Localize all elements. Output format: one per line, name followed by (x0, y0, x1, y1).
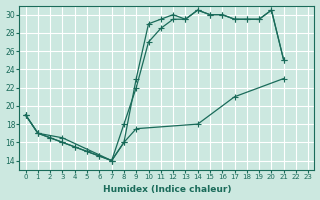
X-axis label: Humidex (Indice chaleur): Humidex (Indice chaleur) (103, 185, 231, 194)
